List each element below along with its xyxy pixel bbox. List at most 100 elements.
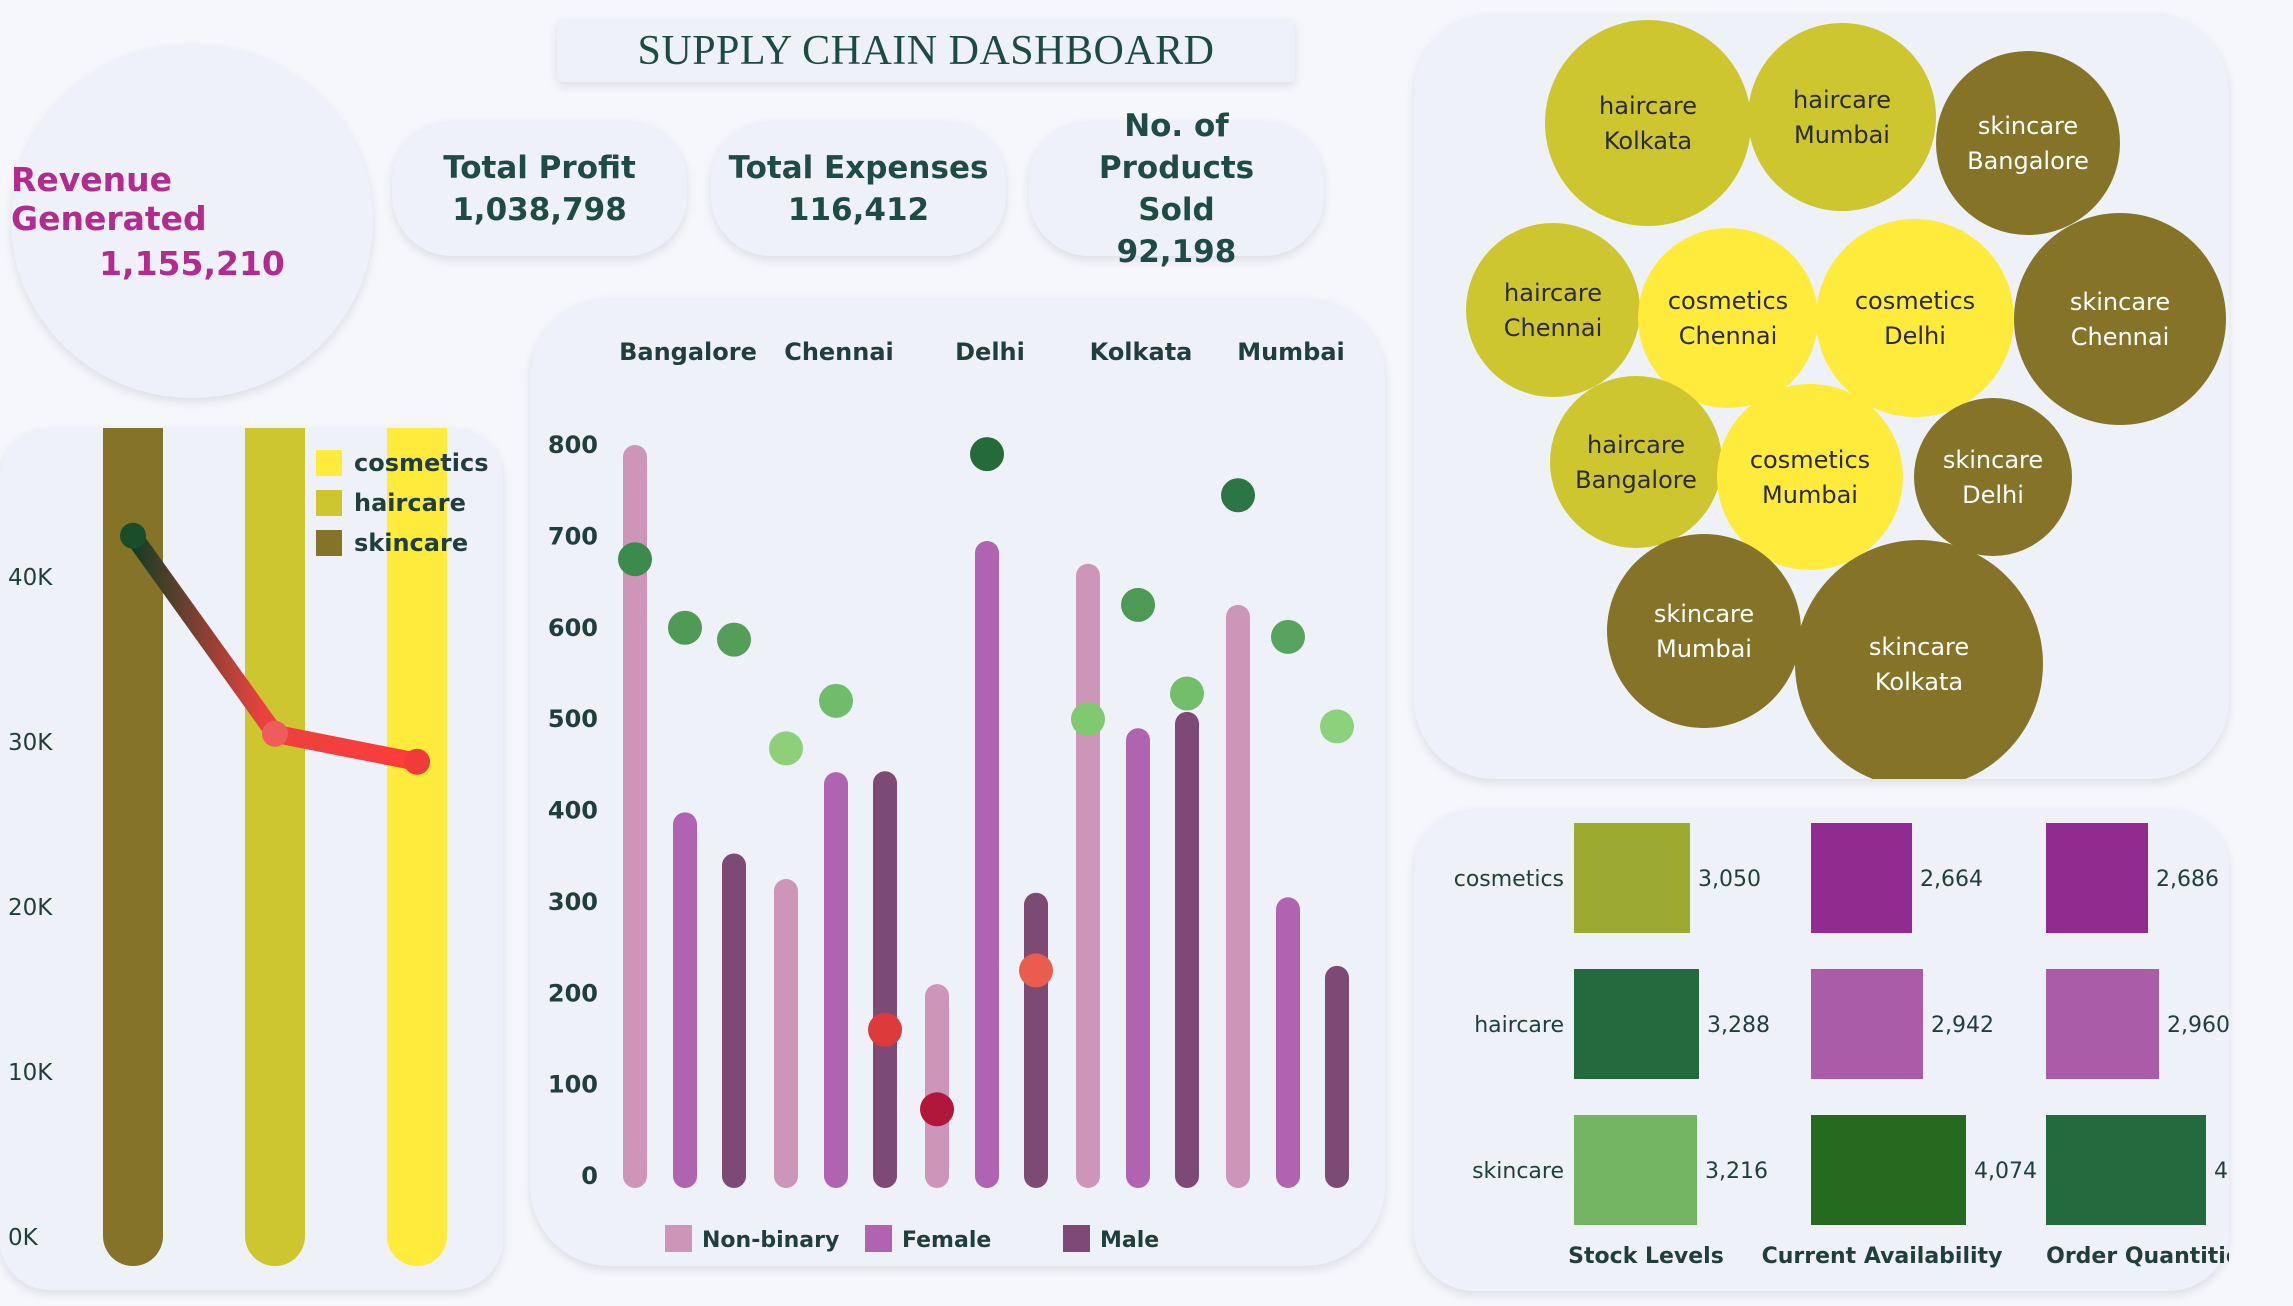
- revenue-value: 1,155,210: [99, 243, 285, 283]
- trend-point: [120, 522, 146, 549]
- city-dot: [970, 437, 1004, 472]
- product-city-bubble-chart: haircare Kolkata haircare Mumbai skincare Ban…: [1466, 20, 2226, 779]
- expenses-value: 116,412: [787, 191, 930, 228]
- bubble-label: Chennai: [1679, 322, 1778, 350]
- bubble: [1717, 384, 1903, 570]
- y-tick-label: 500: [548, 705, 598, 733]
- stock-cell: [2046, 969, 2159, 1079]
- legend-label: haircare: [354, 489, 466, 517]
- bubble: [1607, 534, 1801, 728]
- city-dot: [868, 1012, 902, 1047]
- profit-kpi: Total Profit 1,038,798: [392, 121, 687, 256]
- gender-bar: [873, 771, 897, 1188]
- legend-swatch: [316, 530, 342, 556]
- cell-value: 2,960: [2167, 1013, 2229, 1038]
- legend-swatch: [665, 1225, 692, 1252]
- bubble-label: haircare: [1587, 431, 1685, 459]
- city-dot: [819, 683, 853, 718]
- revenue-kpi: Revenue Generated 1,155,210: [11, 44, 373, 398]
- gender-bar: [1024, 892, 1048, 1188]
- gender-by-city-chart: 0 100 200 300 400 500 600 700 800 Bangalore Chenna…: [548, 338, 1354, 1253]
- gender-bar: [623, 445, 647, 1188]
- bubble-label: cosmetics: [1668, 287, 1788, 315]
- city-header: Bangalore: [619, 338, 757, 366]
- legend-swatch: [865, 1225, 892, 1252]
- city-dot: [1121, 587, 1155, 622]
- gender-bar: [1076, 563, 1100, 1188]
- y-tick-label: 800: [548, 431, 598, 459]
- bubble-label: haircare: [1599, 92, 1697, 120]
- column-label: Current Availability: [1762, 1244, 2003, 1269]
- bubble: [1936, 51, 2120, 235]
- y-tick-label: 20K: [8, 895, 53, 921]
- expenses-kpi: Total Expenses 116,412: [711, 121, 1006, 256]
- city-header: Chennai: [784, 338, 894, 366]
- bubble: [1545, 20, 1751, 226]
- bubble: [1816, 219, 2014, 417]
- bubble-label: Delhi: [1884, 322, 1946, 350]
- bubble-label: skincare: [1654, 600, 1754, 628]
- bubble-label: Mumbai: [1762, 481, 1858, 509]
- bubble-label: Mumbai: [1656, 635, 1752, 663]
- gender-bar: [1325, 965, 1349, 1188]
- city-dot: [920, 1092, 954, 1127]
- bubble-label: skincare: [2070, 288, 2170, 316]
- revenue-label: Revenue Generated: [11, 159, 207, 238]
- y-tick-label: 300: [548, 888, 598, 916]
- cell-value: 3,050: [1698, 867, 1761, 892]
- gender-bar: [1126, 728, 1150, 1188]
- gender-bar: [1226, 604, 1250, 1188]
- stock-levels-table: cosmetics 3,050 2,664 2,686 haircare 3,288 2,9…: [1454, 823, 2229, 1269]
- row-label: cosmetics: [1454, 867, 1564, 892]
- cell-value: 4,074: [1974, 1159, 2037, 1184]
- column-label: Stock Levels: [1568, 1244, 1724, 1269]
- bubble-label: Bangalore: [1575, 466, 1697, 494]
- products-sold-label: No. of Products Sold: [1098, 107, 1255, 228]
- stock-cell: [2046, 823, 2148, 933]
- stock-cell: [1574, 1115, 1697, 1225]
- row-label: skincare: [1472, 1159, 1564, 1184]
- legend-swatch: [1063, 1225, 1090, 1252]
- legend-swatch: [316, 450, 342, 476]
- city-header: Mumbai: [1237, 338, 1345, 366]
- gender-bar: [1175, 711, 1199, 1188]
- legend-swatch: [316, 490, 342, 516]
- legend-label: Non-binary: [702, 1228, 839, 1253]
- city-header: Kolkata: [1090, 338, 1193, 366]
- y-tick-label: 30K: [8, 730, 53, 756]
- trend-point: [262, 720, 288, 747]
- gender-bar: [774, 879, 798, 1188]
- stock-cell: [1811, 823, 1912, 933]
- y-tick-label: 700: [548, 522, 598, 550]
- bubble-label: Chennai: [1504, 314, 1603, 342]
- bubble-label: Mumbai: [1794, 121, 1890, 149]
- gender-bar: [1276, 897, 1300, 1188]
- city-header: Delhi: [955, 338, 1025, 366]
- bubble: [1466, 223, 1640, 397]
- bubble: [1914, 398, 2072, 556]
- legend-label: skincare: [354, 529, 468, 557]
- stock-cell: [1574, 969, 1699, 1079]
- cell-value: 4,198: [2214, 1159, 2229, 1184]
- y-tick-label: 200: [548, 979, 598, 1007]
- bubble-label: skincare: [1978, 112, 2078, 140]
- city-dot: [717, 622, 751, 657]
- products-sold-kpi: No. of Products Sold 92,198: [1029, 108, 1324, 270]
- y-tick-label: 10K: [8, 1060, 53, 1086]
- revenue-by-type-chart: 0K10K20K30K40K434,485310,556293,756cosme…: [8, 428, 489, 1266]
- y-tick-label: 0K: [8, 1225, 39, 1251]
- profit-label: Total Profit: [443, 149, 636, 186]
- gender-bar: [975, 540, 999, 1188]
- cell-value: 2,686: [2156, 867, 2219, 892]
- city-dot: [1271, 619, 1305, 654]
- products-sold-value: 92,198: [1116, 233, 1237, 270]
- row-label: haircare: [1474, 1013, 1564, 1038]
- city-dot: [618, 542, 652, 577]
- gender-bar: [925, 984, 949, 1188]
- stock-cell: [1574, 823, 1690, 933]
- profit-value: 1,038,798: [452, 191, 627, 228]
- bubble-label: haircare: [1793, 86, 1891, 114]
- dashboard-title: SUPPLY CHAIN DASHBOARD: [557, 19, 1295, 82]
- revenue-bar: [387, 428, 447, 1266]
- gender-bar: [722, 853, 746, 1188]
